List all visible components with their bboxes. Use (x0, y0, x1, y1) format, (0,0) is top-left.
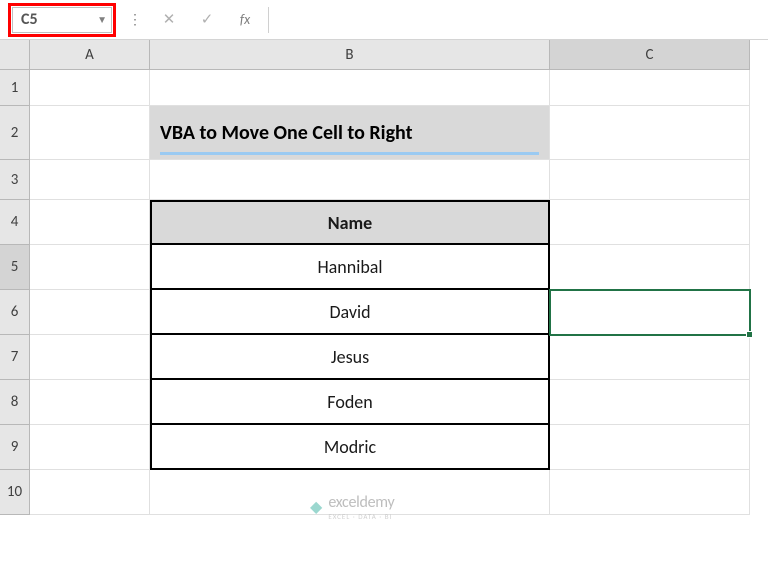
cell-b7[interactable]: Jesus (150, 335, 550, 380)
cell-c9[interactable] (550, 425, 750, 470)
formula-bar-separator: ⋮ (128, 11, 142, 28)
cell-a7[interactable] (30, 335, 150, 380)
check-icon: ✓ (201, 10, 214, 29)
name-box-dropdown-icon[interactable]: ▼ (97, 13, 107, 26)
grid-row-6: David (30, 290, 750, 335)
cell-a2[interactable] (30, 106, 150, 160)
cell-a4[interactable] (30, 200, 150, 245)
row-headers: 12345678910 (0, 70, 30, 515)
cell-b10[interactable] (150, 470, 550, 515)
cell-c8[interactable] (550, 380, 750, 425)
column-header-a[interactable]: A (30, 40, 150, 70)
grid-row-4: Name (30, 200, 750, 245)
select-all-corner[interactable] (0, 40, 30, 70)
cell-a10[interactable] (30, 470, 150, 515)
grid-row-9: Modric (30, 425, 750, 470)
cell-a3[interactable] (30, 160, 150, 200)
cell-b2[interactable]: VBA to Move One Cell to Right (150, 106, 550, 160)
fx-label: fx (240, 11, 250, 28)
row-header-3[interactable]: 3 (0, 160, 30, 200)
cell-b5[interactable]: Hannibal (150, 245, 550, 290)
name-box-value: C5 (21, 10, 38, 29)
cell-c10[interactable] (550, 470, 750, 515)
cell-a1[interactable] (30, 70, 150, 106)
row-header-2[interactable]: 2 (0, 106, 30, 160)
grid-row-3 (30, 160, 750, 200)
row-header-1[interactable]: 1 (0, 70, 30, 106)
cell-c4[interactable] (550, 200, 750, 245)
cell-b3[interactable] (150, 160, 550, 200)
name-box-highlight: C5 ▼ (8, 3, 116, 37)
cell-a6[interactable] (30, 290, 150, 335)
cell-b1[interactable] (150, 70, 550, 106)
row-header-10[interactable]: 10 (0, 470, 30, 515)
enter-button[interactable]: ✓ (192, 7, 222, 33)
insert-function-button[interactable]: fx (230, 7, 260, 33)
column-headers: ABC (30, 40, 750, 70)
cell-b8[interactable]: Foden (150, 380, 550, 425)
cell-b9[interactable]: Modric (150, 425, 550, 470)
cell-c6[interactable] (550, 290, 750, 335)
column-header-c[interactable]: C (550, 40, 750, 70)
cancel-icon: ✕ (163, 10, 176, 29)
formula-bar: C5 ▼ ⋮ ✕ ✓ fx (0, 0, 768, 40)
grid-row-2: VBA to Move One Cell to Right (30, 106, 750, 160)
grid-row-8: Foden (30, 380, 750, 425)
cell-grid[interactable]: VBA to Move One Cell to Right NameHanniba… (30, 70, 750, 515)
grid-row-1 (30, 70, 750, 106)
cell-a8[interactable] (30, 380, 150, 425)
row-header-4[interactable]: 4 (0, 200, 30, 245)
spreadsheet: 12345678910 ABC VBA to Move One Cell to … (0, 40, 768, 515)
cell-c3[interactable] (550, 160, 750, 200)
row-header-6[interactable]: 6 (0, 290, 30, 335)
row-header-7[interactable]: 7 (0, 335, 30, 380)
cell-b4[interactable]: Name (150, 200, 550, 245)
grid-row-7: Jesus (30, 335, 750, 380)
row-header-5[interactable]: 5 (0, 245, 30, 290)
cell-a5[interactable] (30, 245, 150, 290)
cancel-button[interactable]: ✕ (154, 7, 184, 33)
row-header-8[interactable]: 8 (0, 380, 30, 425)
cell-c5[interactable] (550, 245, 750, 290)
cell-c7[interactable] (550, 335, 750, 380)
grid-row-5: Hannibal (30, 245, 750, 290)
cell-b6[interactable]: David (150, 290, 550, 335)
formula-input[interactable] (268, 7, 760, 33)
column-header-b[interactable]: B (150, 40, 550, 70)
cell-c2[interactable] (550, 106, 750, 160)
cell-c1[interactable] (550, 70, 750, 106)
name-box[interactable]: C5 ▼ (12, 7, 112, 33)
row-header-9[interactable]: 9 (0, 425, 30, 470)
cell-a9[interactable] (30, 425, 150, 470)
grid-row-10 (30, 470, 750, 515)
